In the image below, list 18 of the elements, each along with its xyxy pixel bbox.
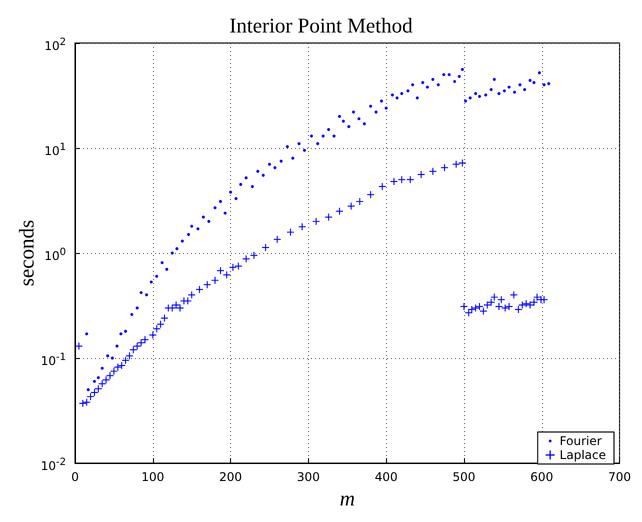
x-tick-label: 500 — [452, 470, 476, 484]
y-axis-title: seconds — [14, 220, 38, 286]
x-tick-label: 0 — [71, 470, 79, 484]
chart-title: Interior Point Method — [229, 14, 414, 38]
x-tick-label: 400 — [374, 470, 398, 484]
y-tick-label: 10$^{0}$ — [44, 246, 66, 264]
x-tick-label: 100 — [141, 470, 164, 484]
legend-label: Fourier — [560, 434, 602, 448]
y-tick-label: 10$^{2}$ — [44, 36, 66, 54]
y-tick-label: 10$^{1}$ — [44, 141, 66, 160]
x-tick-label: 200 — [219, 470, 242, 484]
y-tick-label: 10$^{-2}$ — [40, 456, 66, 474]
x-axis-title: m — [340, 486, 355, 510]
y-tick-label: 10$^{-1}$ — [40, 351, 66, 370]
x-tick-label: 600 — [530, 470, 554, 484]
x-tick-label: 300 — [296, 470, 320, 484]
x-tick-label: 700 — [608, 470, 631, 484]
legend-label: Laplace — [560, 448, 606, 462]
